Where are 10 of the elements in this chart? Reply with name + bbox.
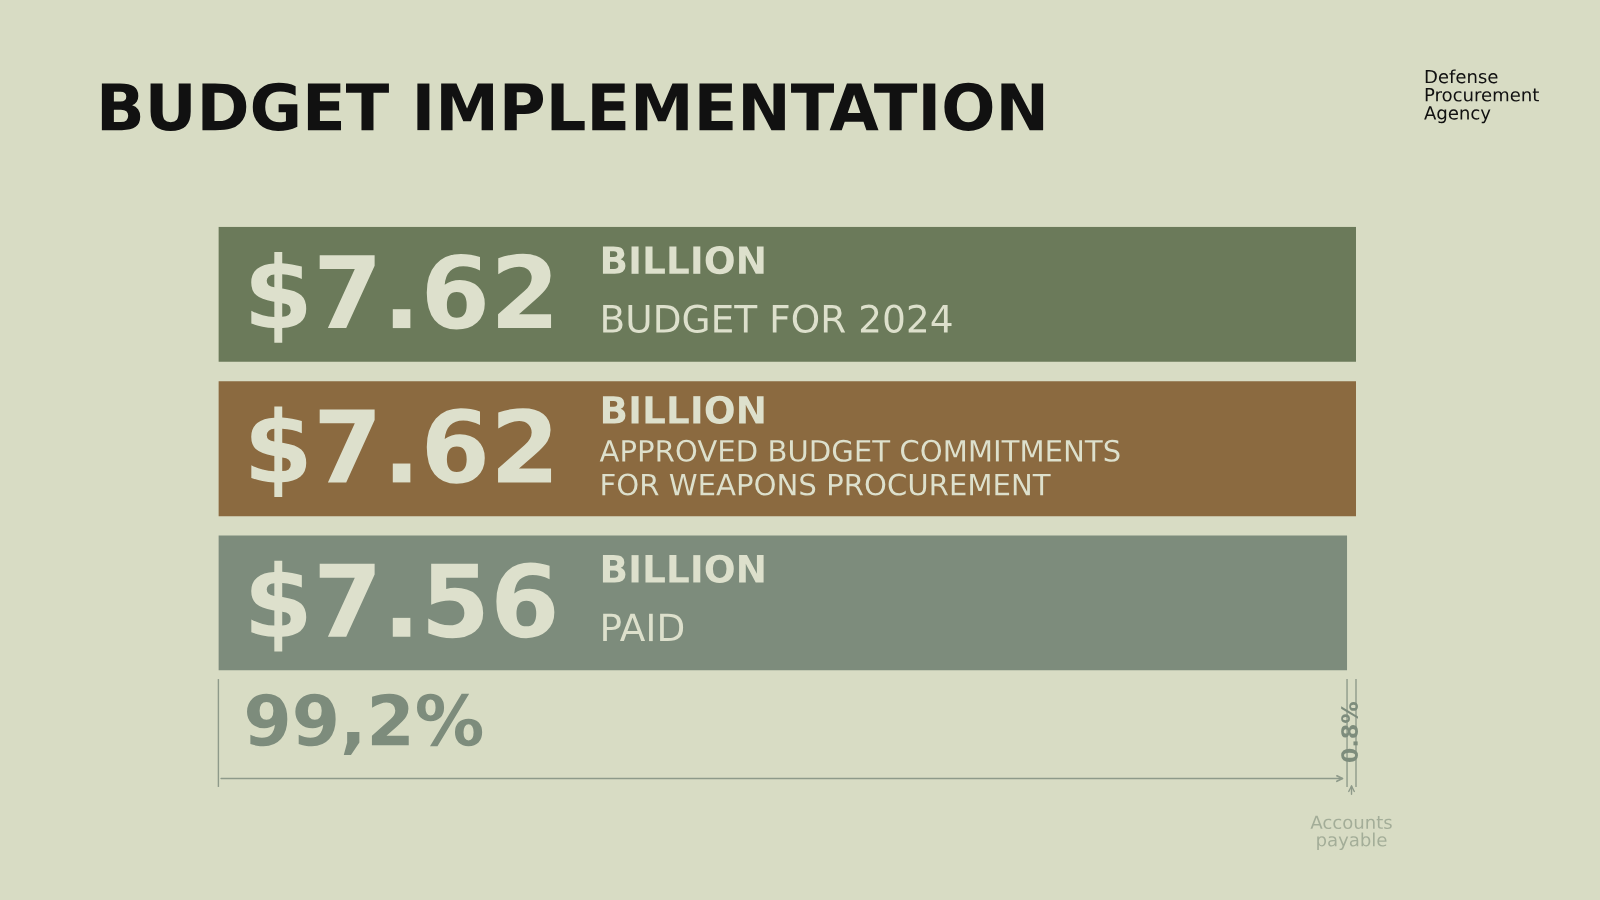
- data-label: $7.62: [251, 406, 552, 498]
- text: Defense Procurement Agency: [1424, 69, 1539, 124]
- chart-title: BUDGET IMPLEMENTATION: [101, 82, 1044, 132]
- data-label: $7.62: [251, 252, 552, 343]
- y-tick-label: BILLION BUDGET FOR 2024: [602, 245, 952, 333]
- y-tick-label: BILLION APPROVED BUDGET COMMITMENTS FOR WEAPONS PROCUREMENT: [599, 395, 1120, 496]
- data-label: $7.56: [251, 560, 555, 652]
- text: 99,2%: [247, 693, 483, 756]
- text: 0.8%: [1341, 702, 1358, 762]
- y-tick-label: BILLION PAID: [602, 554, 764, 642]
